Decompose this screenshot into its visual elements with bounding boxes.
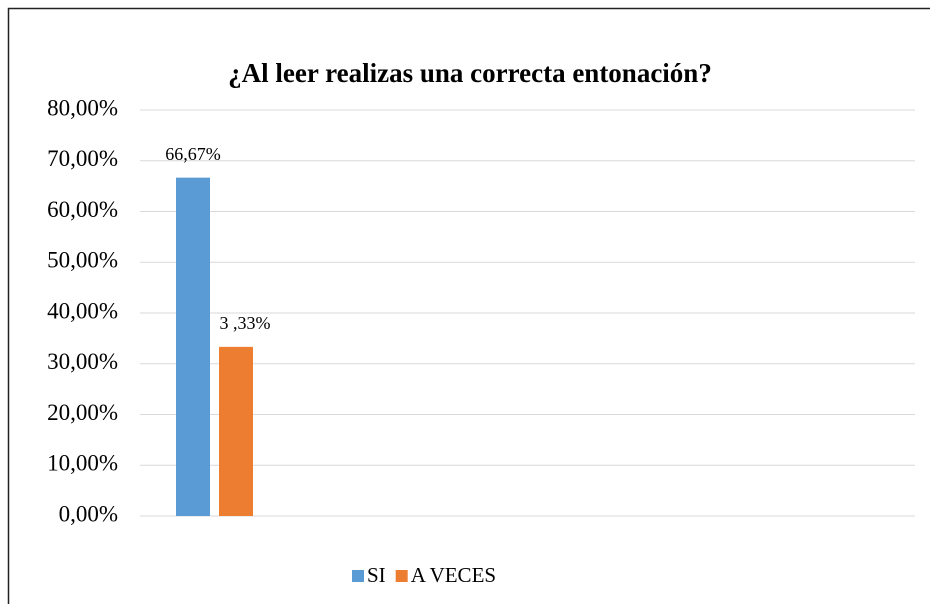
chart-title: ¿Al leer realizas una correcta entonació… [228, 58, 712, 88]
data-label: 3 ,33% [220, 313, 271, 333]
y-tick-label: 80,00% [47, 95, 118, 120]
y-tick-label: 0,00% [59, 501, 118, 526]
y-tick-label: 60,00% [47, 197, 118, 222]
bar [176, 177, 210, 516]
legend-swatch [395, 570, 408, 582]
data-label: 66,67% [165, 144, 221, 164]
chart-border [7, 7, 930, 604]
legend-swatch [352, 570, 364, 582]
legend-label: A VECES [411, 563, 496, 587]
y-tick-label: 30,00% [47, 349, 118, 374]
y-tick-label: 40,00% [47, 298, 118, 323]
legend-label: SI [367, 563, 386, 587]
bar [219, 346, 253, 516]
y-tick-label: 70,00% [47, 146, 118, 171]
y-tick-label: 20,00% [47, 400, 118, 425]
y-tick-label: 10,00% [47, 451, 118, 476]
y-tick-label: 50,00% [47, 248, 118, 273]
